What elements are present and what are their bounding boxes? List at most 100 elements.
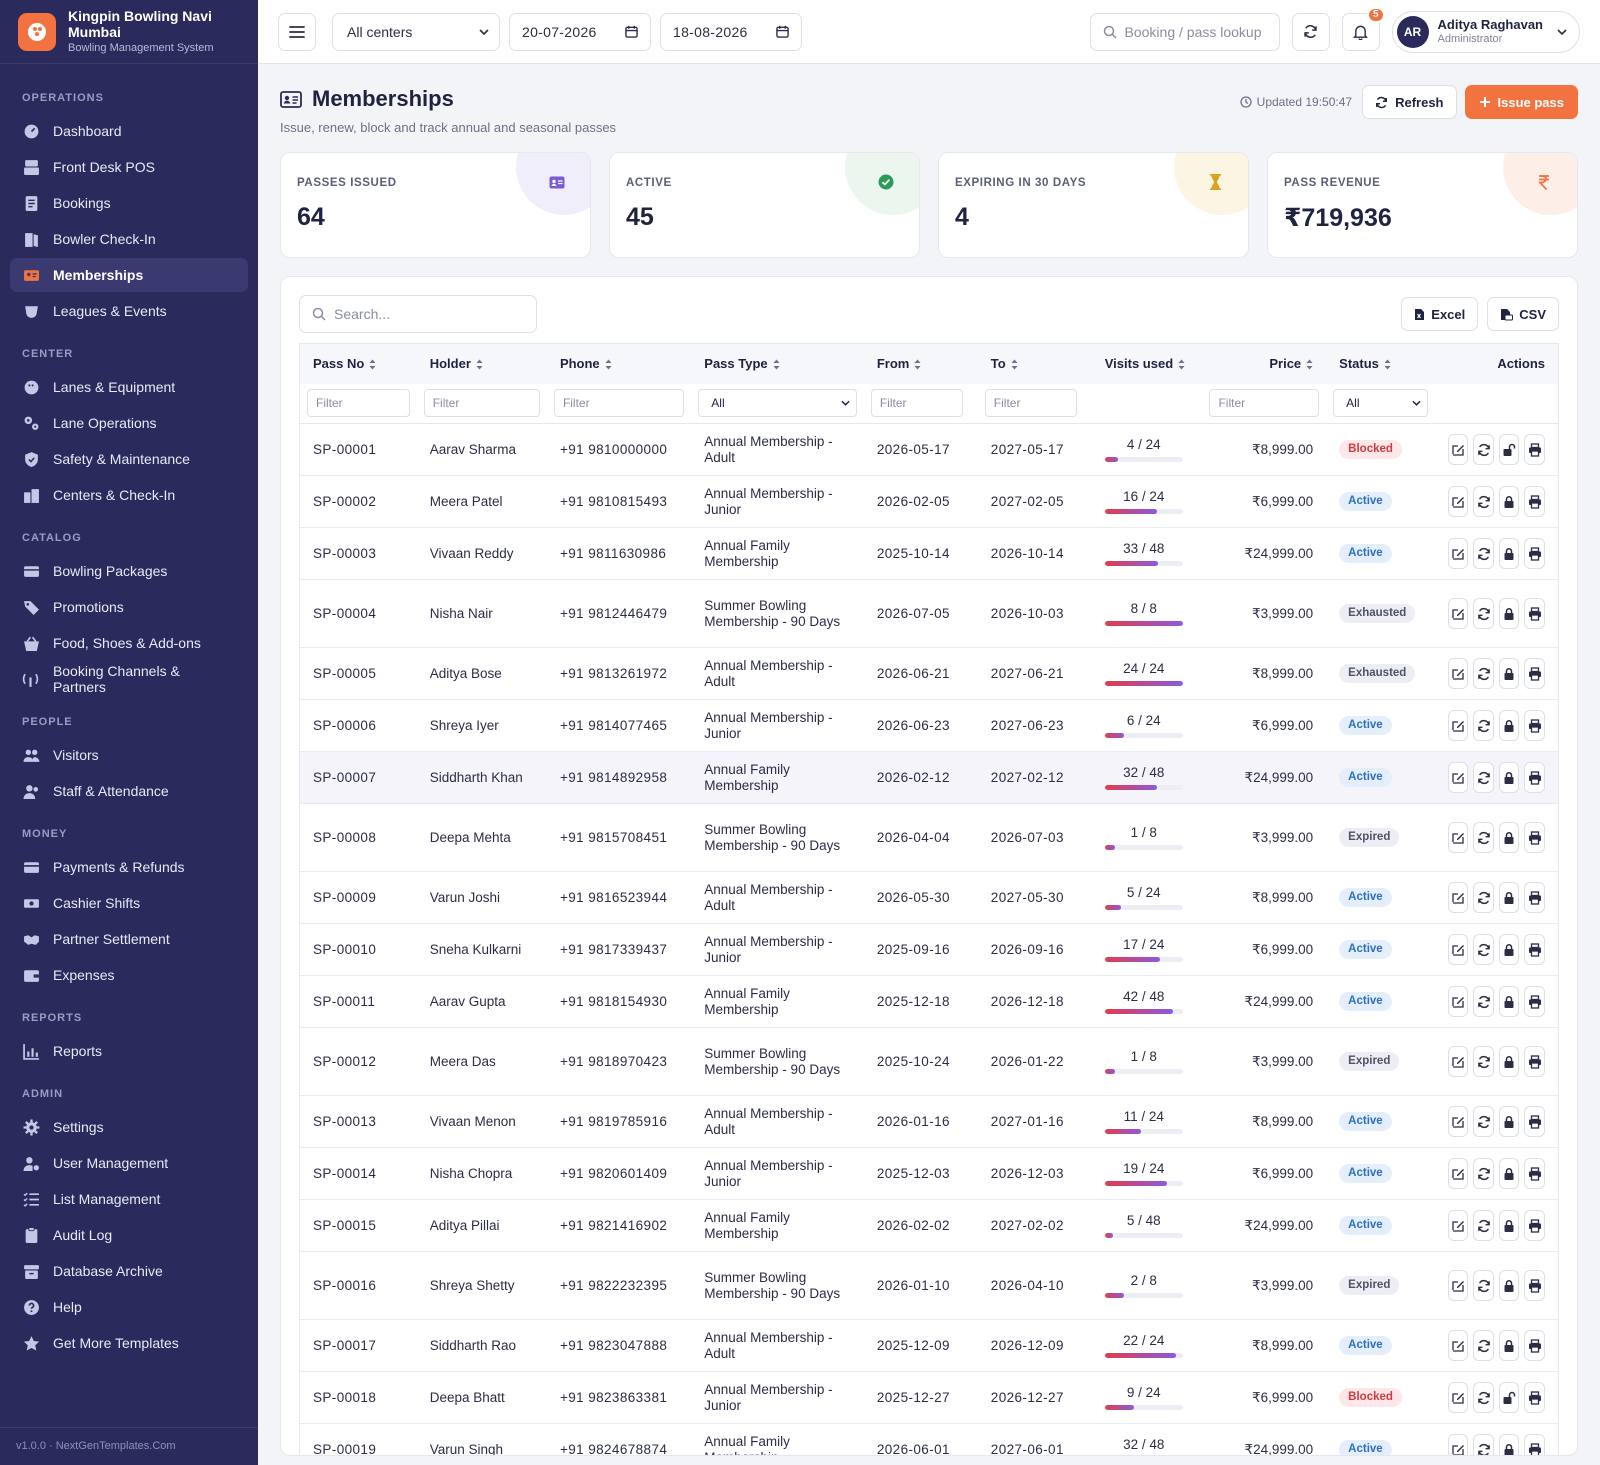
sidebar-item-list-management[interactable]: List Management: [10, 1182, 248, 1216]
refresh-data-button[interactable]: [1291, 12, 1330, 51]
block-toggle-button[interactable]: [1498, 710, 1520, 741]
print-button[interactable]: [1524, 882, 1545, 913]
table-row[interactable]: SP-00001 Aarav Sharma +91 9810000000 Ann…: [299, 424, 1559, 476]
table-row[interactable]: SP-00003 Vivaan Reddy +91 9811630986 Ann…: [299, 528, 1559, 580]
column-filter-select[interactable]: All: [698, 389, 857, 418]
table-row[interactable]: SP-00009 Varun Joshi +91 9816523944 Annu…: [299, 872, 1559, 924]
sidebar-item-get-more-templates[interactable]: Get More Templates: [10, 1326, 248, 1360]
table-row[interactable]: SP-00004 Nisha Nair +91 9812446479 Summe…: [299, 580, 1559, 648]
block-toggle-button[interactable]: [1498, 1434, 1520, 1455]
sidebar-item-visitors[interactable]: Visitors: [10, 738, 248, 772]
print-button[interactable]: [1524, 710, 1545, 741]
print-button[interactable]: [1524, 1158, 1545, 1189]
column-header-to[interactable]: To: [978, 344, 1092, 384]
renew-button[interactable]: [1473, 1434, 1494, 1455]
column-header-visits-used[interactable]: Visits used: [1092, 344, 1203, 384]
column-filter-input[interactable]: Filter: [423, 389, 540, 418]
menu-toggle-button[interactable]: [278, 12, 316, 51]
sidebar-item-booking-channels-partners[interactable]: Booking Channels & Partners: [10, 662, 248, 696]
export-excel-button[interactable]: Excel: [1401, 297, 1479, 331]
sidebar-item-reports[interactable]: Reports: [10, 1034, 248, 1068]
renew-button[interactable]: [1473, 1158, 1494, 1189]
date-to-input[interactable]: 18-08-2026: [660, 12, 802, 51]
block-toggle-button[interactable]: [1498, 434, 1520, 465]
print-button[interactable]: [1524, 1106, 1545, 1137]
print-button[interactable]: [1524, 1330, 1545, 1361]
column-header-from[interactable]: From: [864, 344, 978, 384]
table-row[interactable]: SP-00012 Meera Das +91 9818970423 Summer…: [299, 1028, 1559, 1096]
print-button[interactable]: [1524, 658, 1545, 689]
table-search-input[interactable]: Search...: [299, 295, 537, 333]
print-button[interactable]: [1524, 434, 1545, 465]
print-button[interactable]: [1524, 1270, 1545, 1301]
column-header-pass-no[interactable]: Pass No: [300, 344, 417, 384]
edit-button[interactable]: [1447, 1434, 1469, 1455]
renew-button[interactable]: [1473, 1046, 1494, 1077]
table-row[interactable]: SP-00005 Aditya Bose +91 9813261972 Annu…: [299, 648, 1559, 700]
edit-button[interactable]: [1447, 486, 1469, 517]
notifications-button[interactable]: 5: [1341, 6, 1385, 51]
edit-button[interactable]: [1447, 934, 1469, 965]
block-toggle-button[interactable]: [1498, 658, 1520, 689]
export-csv-button[interactable]: CSV: [1487, 297, 1559, 331]
edit-button[interactable]: [1447, 434, 1469, 465]
edit-button[interactable]: [1447, 1330, 1469, 1361]
table-row[interactable]: SP-00013 Vivaan Menon +91 9819785916 Ann…: [299, 1096, 1559, 1148]
sidebar-item-staff-attendance[interactable]: Staff & Attendance: [10, 774, 248, 808]
block-toggle-button[interactable]: [1498, 1158, 1520, 1189]
block-toggle-button[interactable]: [1498, 1382, 1520, 1413]
block-toggle-button[interactable]: [1498, 1106, 1520, 1137]
edit-button[interactable]: [1447, 762, 1469, 793]
block-toggle-button[interactable]: [1498, 1330, 1520, 1361]
sidebar-item-lanes-equipment[interactable]: Lanes & Equipment: [10, 370, 248, 404]
sidebar-item-partner-settlement[interactable]: Partner Settlement: [10, 922, 248, 956]
sidebar-item-dashboard[interactable]: Dashboard: [10, 114, 248, 148]
renew-button[interactable]: [1473, 538, 1494, 569]
sidebar-item-database-archive[interactable]: Database Archive: [10, 1254, 248, 1288]
print-button[interactable]: [1524, 1382, 1545, 1413]
block-toggle-button[interactable]: [1498, 822, 1520, 853]
sidebar-item-food-shoes-add-ons[interactable]: Food, Shoes & Add-ons: [10, 626, 248, 660]
sidebar-item-memberships[interactable]: Memberships: [10, 258, 248, 292]
renew-button[interactable]: [1473, 882, 1494, 913]
column-filter-input[interactable]: Filter: [870, 389, 963, 418]
sidebar-item-settings[interactable]: Settings: [10, 1110, 248, 1144]
column-header-holder[interactable]: Holder: [417, 344, 547, 384]
edit-button[interactable]: [1447, 710, 1469, 741]
renew-button[interactable]: [1473, 658, 1494, 689]
table-row[interactable]: SP-00017 Siddharth Rao +91 9823047888 An…: [299, 1320, 1559, 1372]
edit-button[interactable]: [1447, 822, 1469, 853]
print-button[interactable]: [1524, 762, 1545, 793]
table-row[interactable]: SP-00010 Sneha Kulkarni +91 9817339437 A…: [299, 924, 1559, 976]
print-button[interactable]: [1524, 822, 1545, 853]
renew-button[interactable]: [1473, 1106, 1494, 1137]
print-button[interactable]: [1524, 1046, 1545, 1077]
center-select[interactable]: All centers: [332, 12, 500, 51]
block-toggle-button[interactable]: [1498, 538, 1520, 569]
sidebar-item-user-management[interactable]: User Management: [10, 1146, 248, 1180]
column-header-price[interactable]: Price: [1202, 344, 1326, 384]
table-row[interactable]: SP-00014 Nisha Chopra +91 9820601409 Ann…: [299, 1148, 1559, 1200]
table-row[interactable]: SP-00008 Deepa Mehta +91 9815708451 Summ…: [299, 804, 1559, 872]
edit-button[interactable]: [1447, 1382, 1469, 1413]
sidebar-item-promotions[interactable]: Promotions: [10, 590, 248, 624]
block-toggle-button[interactable]: [1498, 986, 1520, 1017]
print-button[interactable]: [1524, 538, 1545, 569]
column-filter-select[interactable]: All: [1333, 389, 1428, 418]
column-filter-input[interactable]: Filter: [553, 389, 685, 418]
print-button[interactable]: [1524, 1210, 1545, 1241]
table-row[interactable]: SP-00007 Siddharth Khan +91 9814892958 A…: [299, 751, 1559, 804]
print-button[interactable]: [1524, 986, 1545, 1017]
column-header-pass-type[interactable]: Pass Type: [691, 344, 864, 384]
renew-button[interactable]: [1473, 486, 1494, 517]
refresh-button[interactable]: Refresh: [1362, 85, 1457, 119]
renew-button[interactable]: [1473, 1330, 1494, 1361]
table-row[interactable]: SP-00006 Shreya Iyer +91 9814077465 Annu…: [299, 700, 1559, 752]
sidebar-item-safety-maintenance[interactable]: Safety & Maintenance: [10, 442, 248, 476]
block-toggle-button[interactable]: [1498, 1046, 1520, 1077]
renew-button[interactable]: [1473, 598, 1494, 629]
sidebar-item-lane-operations[interactable]: Lane Operations: [10, 406, 248, 440]
table-row[interactable]: SP-00011 Aarav Gupta +91 9818154930 Annu…: [299, 976, 1559, 1028]
edit-button[interactable]: [1447, 1106, 1469, 1137]
renew-button[interactable]: [1473, 1270, 1494, 1301]
